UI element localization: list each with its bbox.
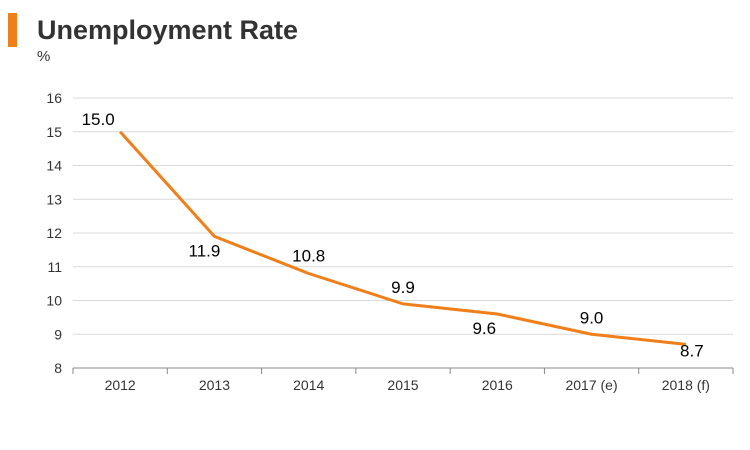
x-tick-label: 2018 (f) [662, 377, 710, 393]
series-line [119, 130, 687, 346]
y-tick-label: 11 [47, 259, 62, 275]
y-tick-label: 15 [46, 124, 62, 140]
y-tick-label: 16 [46, 90, 62, 106]
data-label: 9.6 [472, 319, 496, 338]
y-tick-label: 12 [46, 225, 62, 241]
x-tick-label: 2017 (e) [565, 377, 617, 393]
chart-header: Unemployment Rate [8, 12, 298, 48]
data-label: 11.9 [189, 241, 221, 260]
data-label: 8.7 [680, 341, 704, 360]
y-tick-label: 9 [54, 326, 62, 342]
x-tick-label: 2014 [293, 377, 324, 393]
x-tick-label: 2013 [199, 377, 230, 393]
y-tick-label: 10 [46, 293, 62, 309]
data-label: 10.8 [292, 247, 325, 266]
data-label: 9.0 [580, 308, 604, 327]
y-tick-label: 13 [46, 191, 62, 207]
y-tick-label: 8 [54, 360, 62, 376]
data-label: 9.9 [391, 278, 415, 297]
x-tick-label: 2015 [387, 377, 418, 393]
y-tick-label: 14 [46, 158, 62, 174]
x-tick-label: 2012 [105, 377, 136, 393]
chart-title: Unemployment Rate [37, 14, 299, 45]
data-label: 15.0 [82, 110, 115, 129]
x-tick-label: 2016 [482, 377, 513, 393]
title-accent-bar [8, 13, 17, 47]
y-axis-unit-label: % [37, 48, 51, 65]
